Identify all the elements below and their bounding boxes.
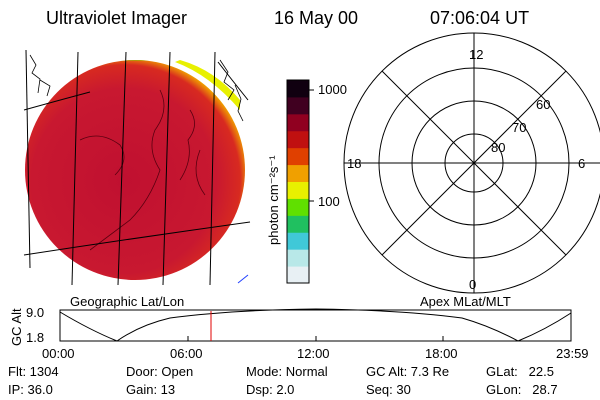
colorbar-segment (287, 215, 309, 233)
xtick-0000: 00:00 (42, 346, 75, 361)
info-ip: IP: 36.0 (8, 382, 53, 397)
colorbar-segment (287, 164, 309, 182)
apex-label: Apex MLat/MLT (420, 294, 511, 309)
colorbar-unit-label: photon cm⁻²s⁻¹ (266, 155, 281, 245)
mlat-label-70: 70 (512, 120, 527, 135)
mlt-label-6: 6 (578, 156, 586, 171)
colorbar-label-1000: 1000 (318, 82, 347, 97)
altitude-ytick-1_8: 1.8 (26, 330, 45, 345)
terminator-mark (237, 274, 249, 284)
colorbar-segment (287, 130, 309, 149)
info-glon: GLon: 28.7 (486, 382, 558, 397)
geographic-label: Geographic Lat/Lon (70, 294, 185, 309)
instrument-title: Ultraviolet Imager (46, 8, 188, 28)
time-label: 07:06:04 UT (430, 8, 530, 28)
polar-plot (343, 32, 600, 294)
colorbar-label-100: 100 (318, 194, 340, 209)
colorbar-segment (287, 249, 309, 267)
altitude-ylabel: GC Alt (9, 308, 24, 346)
colorbar-segment (287, 80, 309, 98)
xtick-2359: 23:59 (556, 346, 589, 361)
colorbar-frame (286, 79, 310, 284)
info-gc-alt: GC Alt: 7.3 Re (366, 364, 450, 379)
colorbar (287, 80, 309, 284)
mlat-label-80: 80 (491, 140, 506, 155)
info-mode: Mode: Normal (246, 364, 328, 379)
altitude-xticks (59, 336, 572, 341)
mlt-label-18: 18 (347, 156, 362, 171)
info-dsp: Dsp: 2.0 (246, 382, 295, 397)
uv-earth-image (25, 60, 245, 280)
info-door: Door: Open (126, 364, 194, 379)
colorbar-segment (287, 266, 309, 284)
altitude-ytick-9: 9.0 (26, 305, 45, 320)
xtick-1200: 12:00 (297, 346, 330, 361)
xtick-0600: 06:00 (170, 346, 203, 361)
info-gain: Gain: 13 (126, 382, 176, 397)
coastlines (29, 54, 244, 122)
info-flight: Flt: 1304 (8, 364, 59, 379)
geographic-grid (23, 49, 251, 286)
colorbar-segment (287, 147, 309, 166)
info-seq: Seq: 30 (366, 382, 411, 397)
altitude-curve (59, 308, 572, 342)
colorbar-segment (287, 113, 309, 132)
colorbar-segment (287, 181, 309, 199)
date-label: 16 May 00 (274, 8, 359, 28)
colorbar-segment (287, 232, 309, 250)
info-glat: GLat: 22.5 (486, 364, 554, 379)
colorbar-segment (287, 198, 309, 216)
mlat-label-60: 60 (536, 97, 551, 112)
mlt-label-0: 0 (469, 277, 477, 292)
mlt-label-12: 12 (469, 47, 484, 62)
xtick-1800: 18:00 (425, 346, 458, 361)
colorbar-segment (287, 96, 309, 115)
